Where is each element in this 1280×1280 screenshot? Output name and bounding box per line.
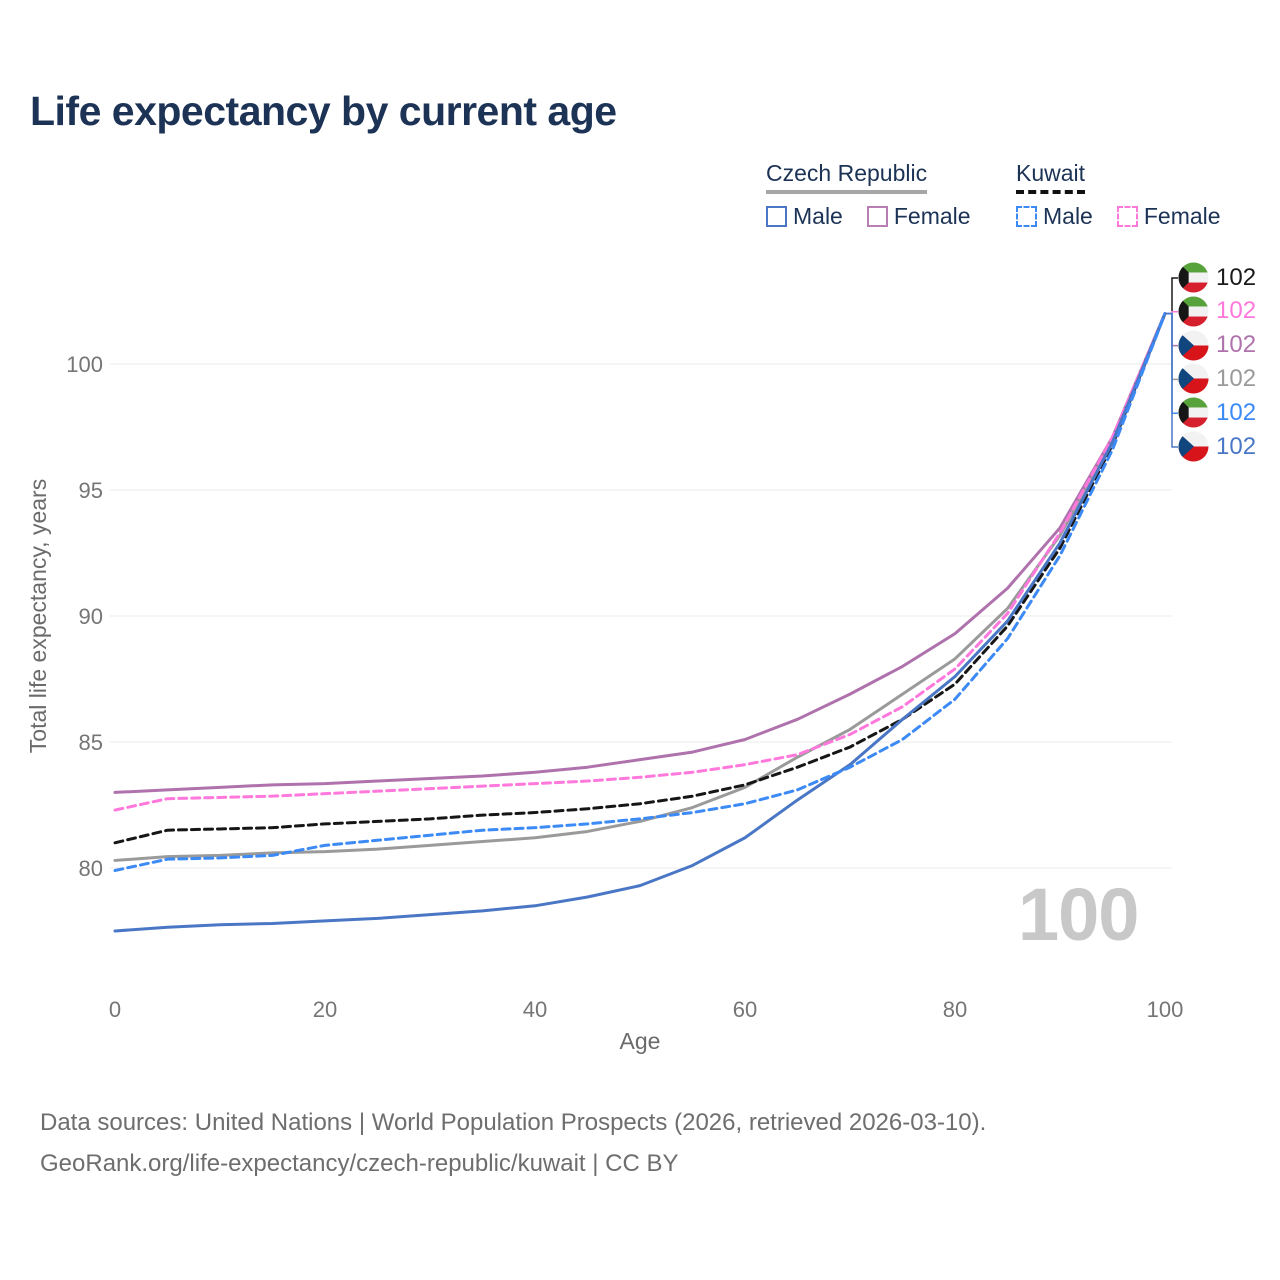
series-line-kuwait-total[interactable] <box>113 312 1167 845</box>
end-label-row-czech-republic-total: 102 <box>1178 363 1256 394</box>
legend-item-label: Male <box>1043 203 1093 229</box>
end-value: 102 <box>1216 263 1257 291</box>
end-value: 102 <box>1216 398 1257 426</box>
legend-swatch <box>866 206 888 227</box>
x-tick-label-60: 60 <box>733 997 757 1022</box>
end-value: 102 <box>1216 331 1257 359</box>
x-tick-label-100: 100 <box>1147 997 1184 1022</box>
x-tick-label-80: 80 <box>943 997 967 1022</box>
legend-group-kuwait: Kuwait Male Female <box>1016 160 1221 230</box>
end-value: 102 <box>1216 432 1257 460</box>
legend-group-title: Kuwait <box>1016 160 1086 194</box>
series-line-kuwait-female[interactable] <box>113 312 1167 812</box>
kuwait-flag-icon <box>1178 262 1209 293</box>
czech-republic-flag-icon <box>1178 363 1209 394</box>
y-tick-label-80: 80 <box>79 856 103 881</box>
legend-swatch <box>1016 206 1037 227</box>
data-sources-line: Data sources: United Nations | World Pop… <box>40 1109 987 1136</box>
legend-group-title: Czech Republic <box>766 160 928 194</box>
legend-swatch <box>766 206 787 227</box>
legend-item-label: Male <box>793 203 843 229</box>
chart-title: Life expectancy by current age <box>30 88 617 134</box>
x-tick-label-20: 20 <box>313 997 337 1022</box>
series-line-kuwait-male[interactable] <box>113 312 1167 873</box>
legend-group-czech-republic: Czech Republic Male Female <box>766 160 971 230</box>
x-axis-title: Age <box>620 1028 661 1054</box>
legend-item-kuwait-male[interactable]: Male <box>1016 203 1093 230</box>
kuwait-flag-icon <box>1178 296 1209 327</box>
label-leader-line-czech-republic-male <box>1165 312 1178 448</box>
end-label-row-kuwait-female: 102 <box>1178 296 1256 327</box>
end-value: 102 <box>1216 297 1257 325</box>
y-tick-label-100: 100 <box>66 352 103 377</box>
legend-item-label: Female <box>893 203 971 229</box>
y-tick-label-95: 95 <box>79 478 103 503</box>
attribution-line: GeoRank.org/life-expectancy/czech-republ… <box>40 1150 679 1177</box>
x-tick-label-40: 40 <box>523 997 547 1022</box>
y-tick-label-85: 85 <box>79 730 103 755</box>
legend-swatch <box>1116 206 1138 227</box>
end-label-row-kuwait-total: 102 <box>1178 262 1256 293</box>
footer: Data sources: United Nations | World Pop… <box>40 1102 986 1184</box>
czech-republic-flag-icon <box>1178 330 1209 361</box>
y-tick-label-90: 90 <box>79 604 103 629</box>
x-tick-label-0: 0 <box>109 997 121 1022</box>
end-value: 102 <box>1216 364 1257 392</box>
kuwait-flag-icon <box>1178 397 1209 428</box>
label-leader-line-kuwait-total <box>1165 277 1178 315</box>
series-line-czech-republic-male[interactable] <box>113 312 1167 933</box>
chart-legend: Czech Republic Male Female Kuwait Male Female <box>766 160 1280 250</box>
legend-item-czech-republic-female[interactable]: Female <box>866 203 971 230</box>
current-age-watermark: 100 <box>1018 873 1139 956</box>
czech-republic-flag-icon <box>1178 431 1209 462</box>
end-label-row-czech-republic-male: 102 <box>1178 431 1256 462</box>
y-axis-title: Total life expectancy, years <box>25 479 51 753</box>
legend-item-label: Female <box>1143 203 1221 229</box>
end-label-row-kuwait-male: 102 <box>1178 397 1256 428</box>
end-label-row-czech-republic-female: 102 <box>1178 330 1256 361</box>
series-line-czech-republic-female[interactable] <box>113 312 1167 794</box>
legend-item-czech-republic-male[interactable]: Male <box>766 203 843 230</box>
legend-item-kuwait-female[interactable]: Female <box>1116 203 1221 230</box>
